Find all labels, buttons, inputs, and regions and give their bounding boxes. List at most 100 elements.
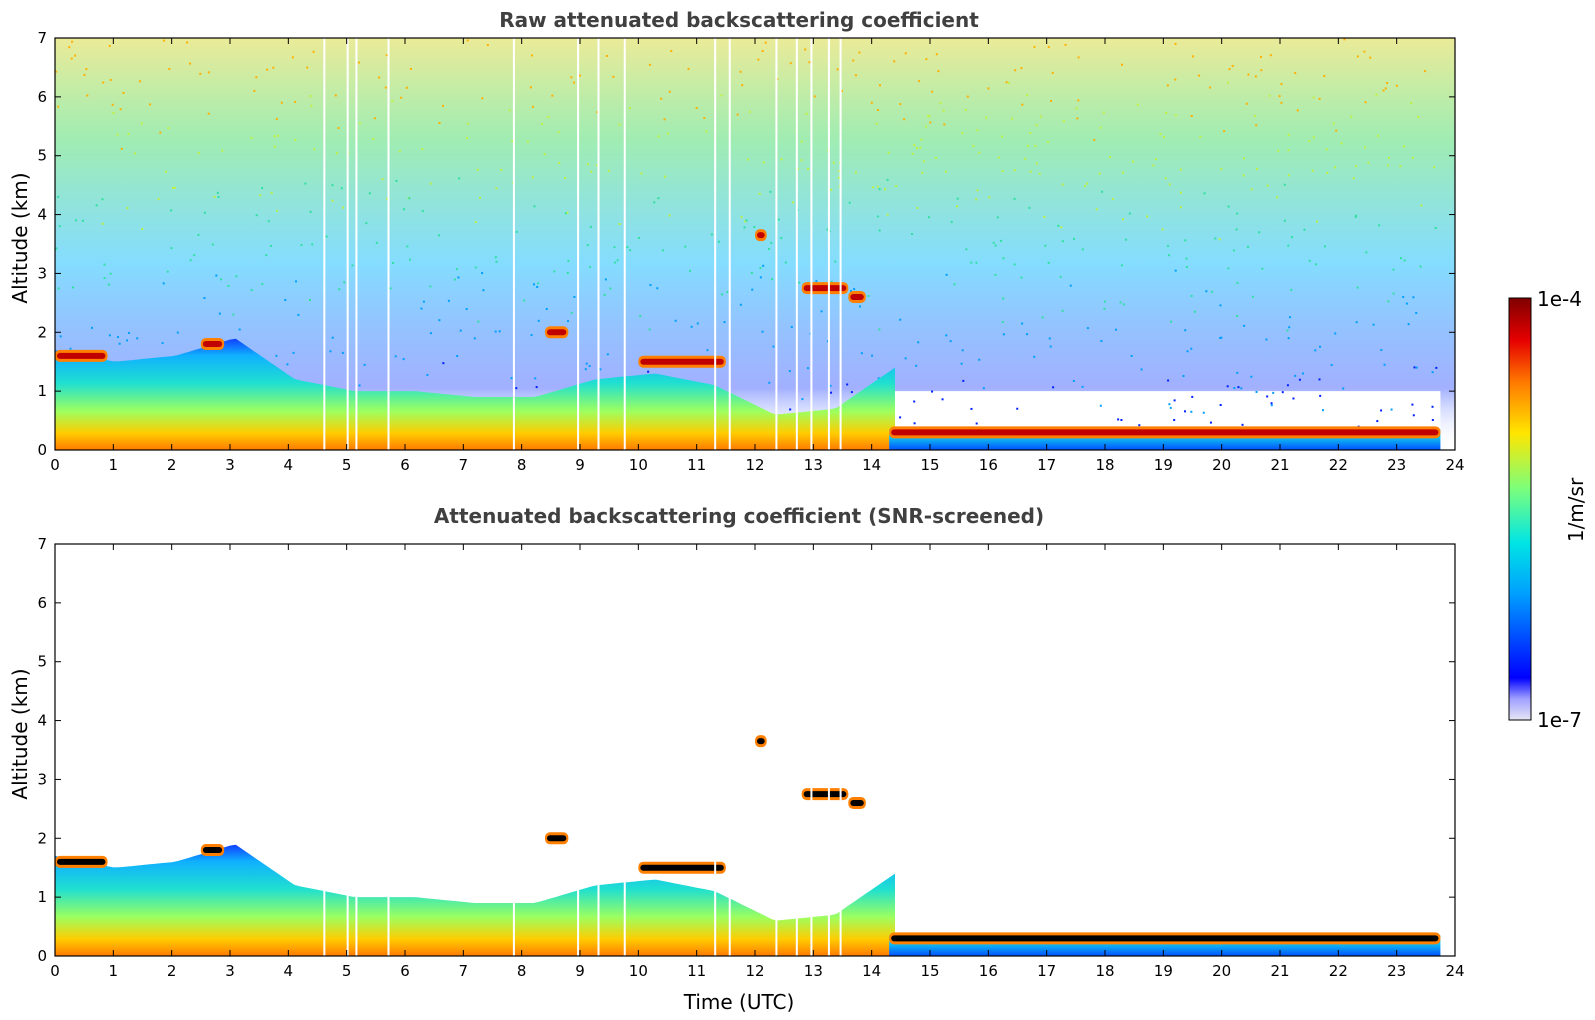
noise-speckle — [482, 289, 485, 292]
noise-speckle — [207, 112, 210, 115]
noise-speckle — [59, 335, 62, 338]
noise-speckle — [1288, 316, 1291, 319]
noise-speckle — [494, 330, 497, 333]
noise-speckle — [127, 132, 130, 135]
noise-speckle — [1061, 183, 1064, 186]
noise-speckle — [1174, 78, 1177, 81]
noise-speckle — [1266, 184, 1269, 187]
noise-speckle — [1052, 386, 1055, 389]
noise-speckle — [764, 41, 767, 44]
noise-speckle — [168, 68, 171, 71]
noise-speckle — [1301, 372, 1304, 375]
noise-speckle — [515, 387, 518, 390]
noise-speckle — [1219, 337, 1222, 340]
data-gap — [387, 38, 390, 450]
noise-speckle — [1120, 63, 1123, 66]
noise-speckle — [421, 210, 424, 213]
noise-speckle — [1403, 145, 1406, 148]
noise-speckle — [309, 95, 312, 98]
noise-speckle — [1384, 87, 1387, 90]
boundary-layer-aerosol — [55, 338, 895, 450]
noise-speckle — [1333, 166, 1336, 169]
noise-speckle — [1259, 55, 1262, 58]
x-tick-label: 6 — [400, 456, 410, 474]
noise-speckle — [1280, 101, 1283, 104]
y-tick-label: 6 — [37, 594, 47, 612]
noise-speckle — [1159, 133, 1162, 136]
noise-speckle — [1081, 385, 1084, 388]
noise-speckle — [925, 125, 928, 128]
noise-speckle — [1179, 206, 1182, 209]
noise-speckle — [447, 299, 450, 302]
noise-speckle — [1399, 257, 1402, 260]
noise-speckle — [653, 201, 656, 204]
noise-speckle — [852, 59, 855, 62]
noise-speckle — [85, 68, 88, 71]
x-tick-label: 7 — [459, 456, 469, 474]
noise-speckle — [1403, 259, 1406, 262]
noise-speckle — [141, 228, 144, 231]
noise-speckle — [1155, 158, 1158, 161]
noise-speckle — [579, 74, 582, 77]
noise-speckle — [207, 71, 210, 74]
noise-speckle — [1318, 378, 1321, 381]
noise-speckle — [103, 263, 106, 266]
noise-speckle — [1316, 220, 1319, 223]
noise-speckle — [684, 245, 687, 248]
noise-speckle — [127, 331, 130, 334]
x-tick-label: 3 — [225, 962, 235, 980]
y-tick-label: 4 — [37, 712, 47, 730]
data-gap — [623, 544, 626, 956]
x-tick-label: 5 — [342, 962, 352, 980]
data-gap — [728, 38, 731, 450]
cloud-layer — [57, 352, 106, 359]
colorbar: 1e-4 1e-7 1/m/sr — [1508, 287, 1588, 732]
noise-speckle — [1120, 418, 1123, 421]
data-gap — [355, 38, 358, 450]
noise-speckle — [166, 270, 169, 273]
noise-speckle — [966, 95, 969, 98]
noise-speckle — [211, 243, 214, 246]
noise-speckle — [854, 171, 857, 174]
noise-speckle — [595, 164, 598, 167]
noise-speckle — [604, 278, 607, 281]
noise-speckle — [820, 310, 823, 313]
data-gap — [512, 544, 515, 956]
cloud-layer — [757, 232, 765, 239]
noise-speckle — [122, 91, 125, 94]
noise-speckle — [854, 74, 857, 77]
noise-speckle — [1323, 245, 1326, 248]
noise-speckle — [438, 234, 441, 237]
noise-speckle — [1102, 111, 1105, 114]
noise-speckle — [1375, 93, 1378, 96]
noise-speckle — [1061, 309, 1064, 312]
noise-speckle — [217, 195, 220, 198]
noise-speckle — [532, 105, 535, 108]
noise-speckle — [1072, 237, 1075, 240]
noise-speckle — [584, 368, 587, 371]
noise-speckle — [965, 248, 968, 251]
noise-speckle — [1340, 142, 1343, 145]
noise-speckle — [1168, 183, 1171, 186]
noise-speckle — [1354, 215, 1357, 218]
noise-speckle — [553, 270, 556, 273]
data-gap — [577, 544, 580, 956]
colorbar-gradient — [1508, 297, 1532, 721]
noise-speckle — [272, 66, 275, 69]
noise-speckle — [1367, 161, 1370, 164]
noise-speckle — [849, 289, 852, 292]
noise-speckle — [103, 277, 106, 280]
noise-speckle — [429, 285, 432, 288]
noise-speckle — [500, 168, 503, 171]
noise-speckle — [72, 286, 75, 289]
noise-speckle — [757, 58, 760, 61]
noise-speckle — [830, 280, 833, 283]
noise-speckle — [267, 220, 270, 223]
noise-speckle — [300, 243, 303, 246]
noise-speckle — [255, 76, 258, 79]
noise-speckle — [674, 319, 677, 322]
noise-speckle — [1254, 114, 1257, 117]
noise-speckle — [429, 182, 432, 185]
x-tick-label: 14 — [862, 962, 881, 980]
noise-speckle — [112, 112, 115, 115]
